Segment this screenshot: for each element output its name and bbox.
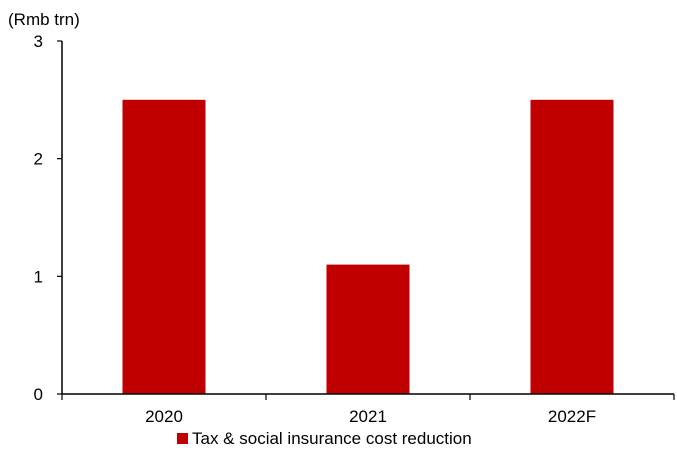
y-tick-label: 3 (34, 32, 43, 51)
x-tick-label: 2022F (548, 407, 596, 426)
legend: Tax & social insurance cost reduction (177, 429, 472, 448)
bar-2020 (122, 99, 206, 395)
y-tick-label: 2 (34, 150, 43, 169)
legend-swatch (177, 433, 188, 444)
y-tick-label: 0 (34, 385, 43, 404)
bar-2021 (326, 264, 410, 394)
legend-label: Tax & social insurance cost reduction (192, 429, 472, 448)
axes-group: 0 1 2 3 2020 2021 2022F (34, 32, 675, 426)
x-tick-label: 2020 (145, 407, 183, 426)
y-tick-label: 1 (34, 267, 43, 286)
bars-group (122, 99, 614, 395)
bar-2022f (530, 99, 614, 395)
y-axis-unit-label: (Rmb trn) (8, 10, 80, 29)
x-tick-label: 2021 (349, 407, 387, 426)
